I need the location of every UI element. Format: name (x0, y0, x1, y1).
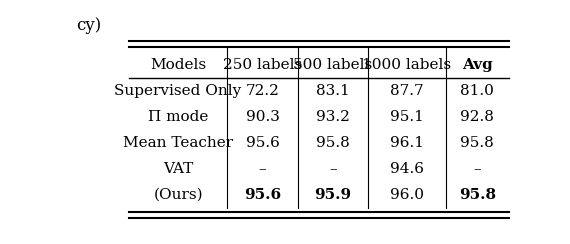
Text: Mean Teacher: Mean Teacher (123, 136, 233, 150)
Text: 95.8: 95.8 (316, 136, 350, 150)
Text: 95.9: 95.9 (314, 188, 352, 202)
Text: 93.2: 93.2 (316, 110, 350, 124)
Text: Models: Models (150, 58, 206, 72)
Text: 94.6: 94.6 (390, 162, 424, 176)
Text: Supervised Only: Supervised Only (115, 84, 242, 98)
Text: 96.1: 96.1 (390, 136, 424, 150)
Text: 95.6: 95.6 (246, 136, 279, 150)
Text: 83.1: 83.1 (316, 84, 350, 98)
Text: Π mode: Π mode (148, 110, 208, 124)
Text: 95.8: 95.8 (459, 188, 496, 202)
Text: 72.2: 72.2 (246, 84, 279, 98)
Text: (Ours): (Ours) (153, 188, 203, 202)
Text: 95.8: 95.8 (461, 136, 494, 150)
Text: 95.1: 95.1 (390, 110, 424, 124)
Text: 87.7: 87.7 (390, 84, 424, 98)
Text: cy): cy) (76, 17, 101, 34)
Text: 81.0: 81.0 (461, 84, 494, 98)
Text: –: – (474, 162, 481, 176)
Text: 250 labels: 250 labels (223, 58, 302, 72)
Text: –: – (259, 162, 266, 176)
Text: 92.8: 92.8 (461, 110, 494, 124)
Text: Avg: Avg (462, 58, 492, 72)
Text: 96.0: 96.0 (390, 188, 424, 202)
Text: 95.6: 95.6 (244, 188, 281, 202)
Text: 1000 labels: 1000 labels (363, 58, 451, 72)
Text: VAT: VAT (163, 162, 193, 176)
Text: 90.3: 90.3 (246, 110, 279, 124)
Text: 500 labels: 500 labels (293, 58, 373, 72)
Text: –: – (329, 162, 337, 176)
